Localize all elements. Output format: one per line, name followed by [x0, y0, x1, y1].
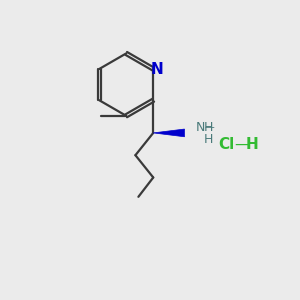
Text: N: N: [196, 121, 205, 134]
Text: Cl: Cl: [218, 136, 235, 152]
Text: H: H: [204, 121, 213, 134]
Text: N: N: [151, 61, 164, 76]
Text: H: H: [204, 133, 213, 146]
Text: —: —: [234, 136, 249, 152]
Polygon shape: [153, 129, 184, 137]
Text: H: H: [246, 136, 259, 152]
Text: —: —: [204, 123, 214, 133]
